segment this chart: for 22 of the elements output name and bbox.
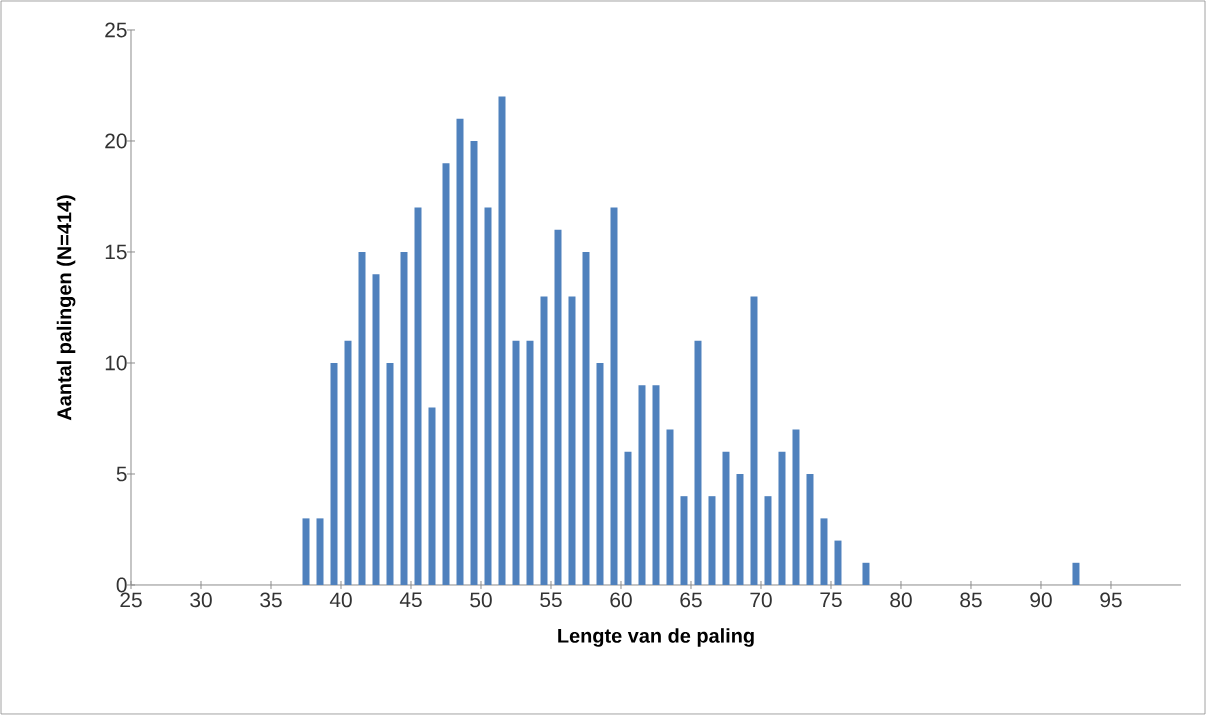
x-tick-label: 65 — [680, 592, 702, 608]
x-tick-label: 80 — [890, 592, 912, 608]
x-tick-label: 75 — [820, 592, 842, 608]
x-tick-label: 70 — [750, 592, 772, 608]
x-tick-label: 40 — [329, 592, 352, 608]
y-tick-label: 15 — [105, 244, 127, 260]
y-axis-title: Aantal palingen (N=414) — [56, 195, 76, 421]
x-tick-label: 60 — [610, 592, 632, 608]
y-tick-label: 10 — [105, 355, 127, 371]
x-tick-label: 90 — [1030, 592, 1052, 608]
x-tick-label: 85 — [960, 592, 982, 608]
x-tick-label: 45 — [399, 592, 422, 608]
y-tick-label: 0 — [116, 577, 127, 593]
y-tick-label: 25 — [105, 22, 127, 38]
x-tick-label: 35 — [260, 592, 282, 608]
x-tick-label: 30 — [190, 592, 212, 608]
x-axis-title: Lengte van de paling — [558, 628, 754, 647]
x-tick-label: 55 — [540, 592, 562, 608]
y-tick-label: 20 — [105, 133, 127, 149]
x-tick-label: 95 — [1100, 592, 1122, 608]
x-tick-label: 50 — [470, 592, 492, 608]
y-tick-label: 5 — [116, 466, 127, 482]
